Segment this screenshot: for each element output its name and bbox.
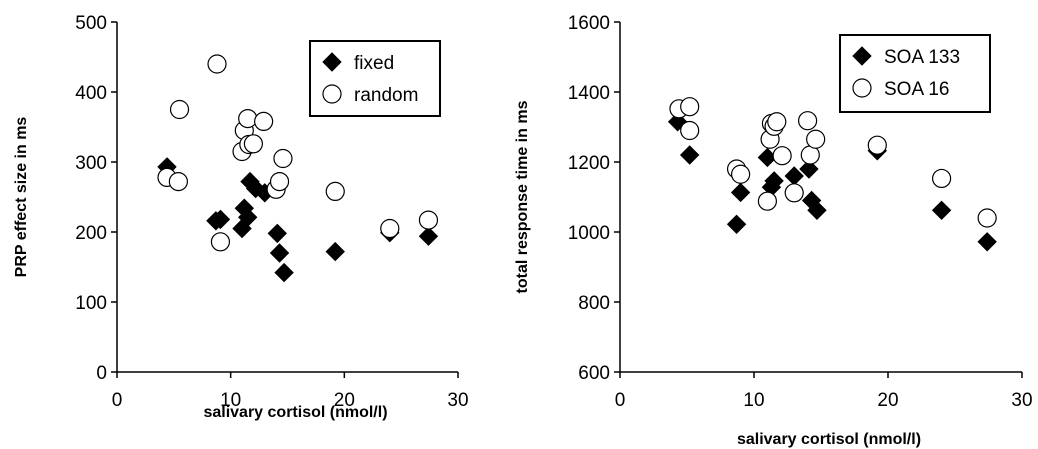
y-tick-label: 1600 xyxy=(568,13,610,34)
series-random xyxy=(157,54,439,252)
data-point xyxy=(867,135,887,155)
data-point xyxy=(799,159,819,179)
data-point xyxy=(273,148,293,169)
y-axis-label: PRP effect size in ms xyxy=(13,117,30,278)
data-point xyxy=(210,209,231,230)
y-tick-label: 200 xyxy=(75,223,107,244)
x-tick-label: 20 xyxy=(877,390,898,411)
data-point xyxy=(210,232,231,252)
data-point xyxy=(269,172,290,192)
series-fixed xyxy=(157,157,439,283)
data-point xyxy=(254,111,274,132)
y-tick-label: 800 xyxy=(578,293,610,314)
y-tick-label: 500 xyxy=(75,13,107,34)
legend-marker xyxy=(852,46,872,66)
y-tick-label: 1200 xyxy=(568,153,610,174)
data-point xyxy=(418,210,439,230)
data-point xyxy=(784,183,804,203)
y-tick-label: 600 xyxy=(578,363,610,384)
data-point xyxy=(798,111,818,131)
data-point xyxy=(764,171,784,191)
series-soa-16 xyxy=(669,97,997,228)
legend: SOA 133 SOA 16 xyxy=(839,34,991,113)
y-tick-label: 0 xyxy=(96,363,107,384)
x-tick-label: 20 xyxy=(334,390,355,411)
data-point xyxy=(168,172,188,192)
data-point xyxy=(207,54,227,74)
y-tick-label: 1000 xyxy=(568,223,610,244)
legend: fixed random xyxy=(309,40,441,117)
y-tick-label: 300 xyxy=(75,153,107,174)
legend-entry: fixed xyxy=(354,53,394,74)
x-tick-label: 30 xyxy=(1011,390,1032,411)
data-point xyxy=(325,241,345,262)
data-point xyxy=(679,145,700,165)
legend-marker xyxy=(322,84,342,104)
data-point xyxy=(680,120,700,141)
x-axis-label: salivary cortisol (nmol/l) xyxy=(203,404,387,421)
data-point xyxy=(977,208,997,228)
data-point xyxy=(731,164,751,184)
data-point xyxy=(418,226,439,246)
data-point xyxy=(238,108,258,129)
legend-box xyxy=(839,34,991,113)
y-axis-label: total response time in ms xyxy=(514,100,531,293)
legend-marker xyxy=(322,52,342,72)
x-tick-label: 10 xyxy=(743,390,764,411)
data-point xyxy=(243,134,263,154)
chart-total-response-time: 600 800 1000 1200 1400 1600 0 10 20 30 total respo… xyxy=(514,13,1033,448)
data-point xyxy=(772,146,792,166)
y-tick-label: 400 xyxy=(75,83,107,104)
data-point xyxy=(169,99,190,120)
data-point xyxy=(274,262,294,283)
data-point xyxy=(931,200,952,221)
x-tick-label: 0 xyxy=(615,390,626,411)
data-point xyxy=(238,207,258,228)
data-point xyxy=(932,168,952,189)
x-tick-label: 0 xyxy=(112,390,123,411)
data-point xyxy=(726,214,747,235)
legend-entry: SOA 133 xyxy=(884,47,960,68)
y-tick-label: 1400 xyxy=(568,83,610,104)
data-point xyxy=(269,243,290,263)
legend-marker xyxy=(852,78,872,98)
legend-entry: random xyxy=(354,85,418,106)
legend-entry: SOA 16 xyxy=(884,79,950,100)
x-tick-label: 30 xyxy=(447,390,468,411)
data-point xyxy=(325,181,345,201)
data-point xyxy=(380,218,400,239)
data-point xyxy=(806,129,826,149)
x-axis-label: salivary cortisol (nmol/l) xyxy=(737,431,921,448)
data-point xyxy=(807,200,827,221)
chart-prp-effect: 0 100 200 300 400 500 0 10 20 30 PRP effect size i… xyxy=(13,13,469,421)
data-point xyxy=(680,97,700,117)
y-tick-label: 100 xyxy=(75,293,107,314)
data-point xyxy=(757,191,777,211)
data-point xyxy=(977,232,997,252)
x-tick-label: 10 xyxy=(220,390,241,411)
data-point xyxy=(267,223,287,244)
data-point xyxy=(767,112,787,132)
data-point xyxy=(730,182,751,203)
